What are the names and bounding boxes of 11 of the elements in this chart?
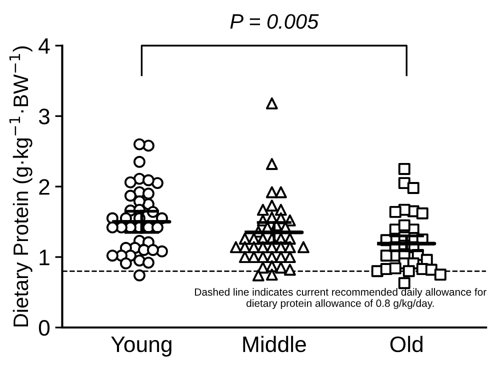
y-tick-label: 4 <box>38 38 50 54</box>
y-axis-title: Dietary Protein (g·kg$^{−1}$·BW$^{−1}$) <box>9 46 32 326</box>
y-tick-label: 2 <box>39 179 50 195</box>
x-tick-label: Middle <box>243 336 306 352</box>
y-tick-label: 3 <box>38 108 50 124</box>
y-tick-label: 0 <box>38 320 50 336</box>
y-tick-label: 1 <box>40 250 50 266</box>
x-tick-label: Young <box>111 336 172 357</box>
ref-line-label: Dashed line indicates current recommended daily allowance for dietary protein allowance of 0.8 g/kg/day. <box>195 288 486 309</box>
text: P = 0.005 <box>230 14 319 29</box>
x-tick-label: Old <box>390 336 422 352</box>
